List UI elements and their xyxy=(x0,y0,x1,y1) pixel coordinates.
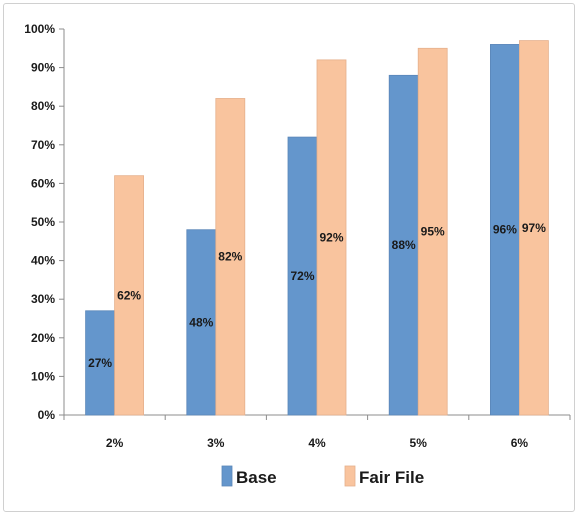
bar-fair-file xyxy=(519,40,549,416)
y-tick-label: 0% xyxy=(38,408,56,422)
data-label: 96% xyxy=(493,223,517,237)
y-tick-label: 20% xyxy=(31,331,55,345)
data-label: 95% xyxy=(421,225,445,239)
data-label: 92% xyxy=(319,230,343,244)
x-tick-label: 3% xyxy=(207,436,225,450)
legend-label: Base xyxy=(236,468,277,487)
bar-base xyxy=(85,310,115,416)
x-tick-label: 6% xyxy=(511,436,529,450)
bar-fair-file xyxy=(114,175,144,416)
data-label: 62% xyxy=(117,288,141,302)
legend-swatch xyxy=(344,465,356,487)
y-tick-label: 60% xyxy=(31,176,55,190)
data-label: 97% xyxy=(522,221,546,235)
y-tick-label: 100% xyxy=(24,22,55,36)
bar-fair-file xyxy=(215,98,246,416)
bar-base xyxy=(388,74,419,416)
data-label: 27% xyxy=(88,356,112,370)
y-tick-label: 10% xyxy=(31,369,55,383)
bar-base xyxy=(287,136,318,416)
data-label: 72% xyxy=(290,269,314,283)
legend-swatch xyxy=(221,465,233,487)
y-tick-label: 40% xyxy=(31,254,55,268)
y-tick-label: 90% xyxy=(31,61,55,75)
data-label: 88% xyxy=(392,238,416,252)
legend-label: Fair File xyxy=(359,468,424,487)
y-tick-label: 30% xyxy=(31,292,55,306)
y-tick-label: 50% xyxy=(31,215,55,229)
x-tick-label: 5% xyxy=(410,436,428,450)
bar-fair-file xyxy=(417,47,448,416)
x-tick-label: 2% xyxy=(106,436,124,450)
data-label: 82% xyxy=(218,250,242,264)
bar-fair-file xyxy=(316,59,347,416)
bar-base xyxy=(186,229,217,416)
y-tick-label: 80% xyxy=(31,99,55,113)
data-label: 48% xyxy=(189,315,213,329)
x-tick-label: 4% xyxy=(308,436,326,450)
y-tick-label: 70% xyxy=(31,138,55,152)
bar-base xyxy=(489,44,520,416)
